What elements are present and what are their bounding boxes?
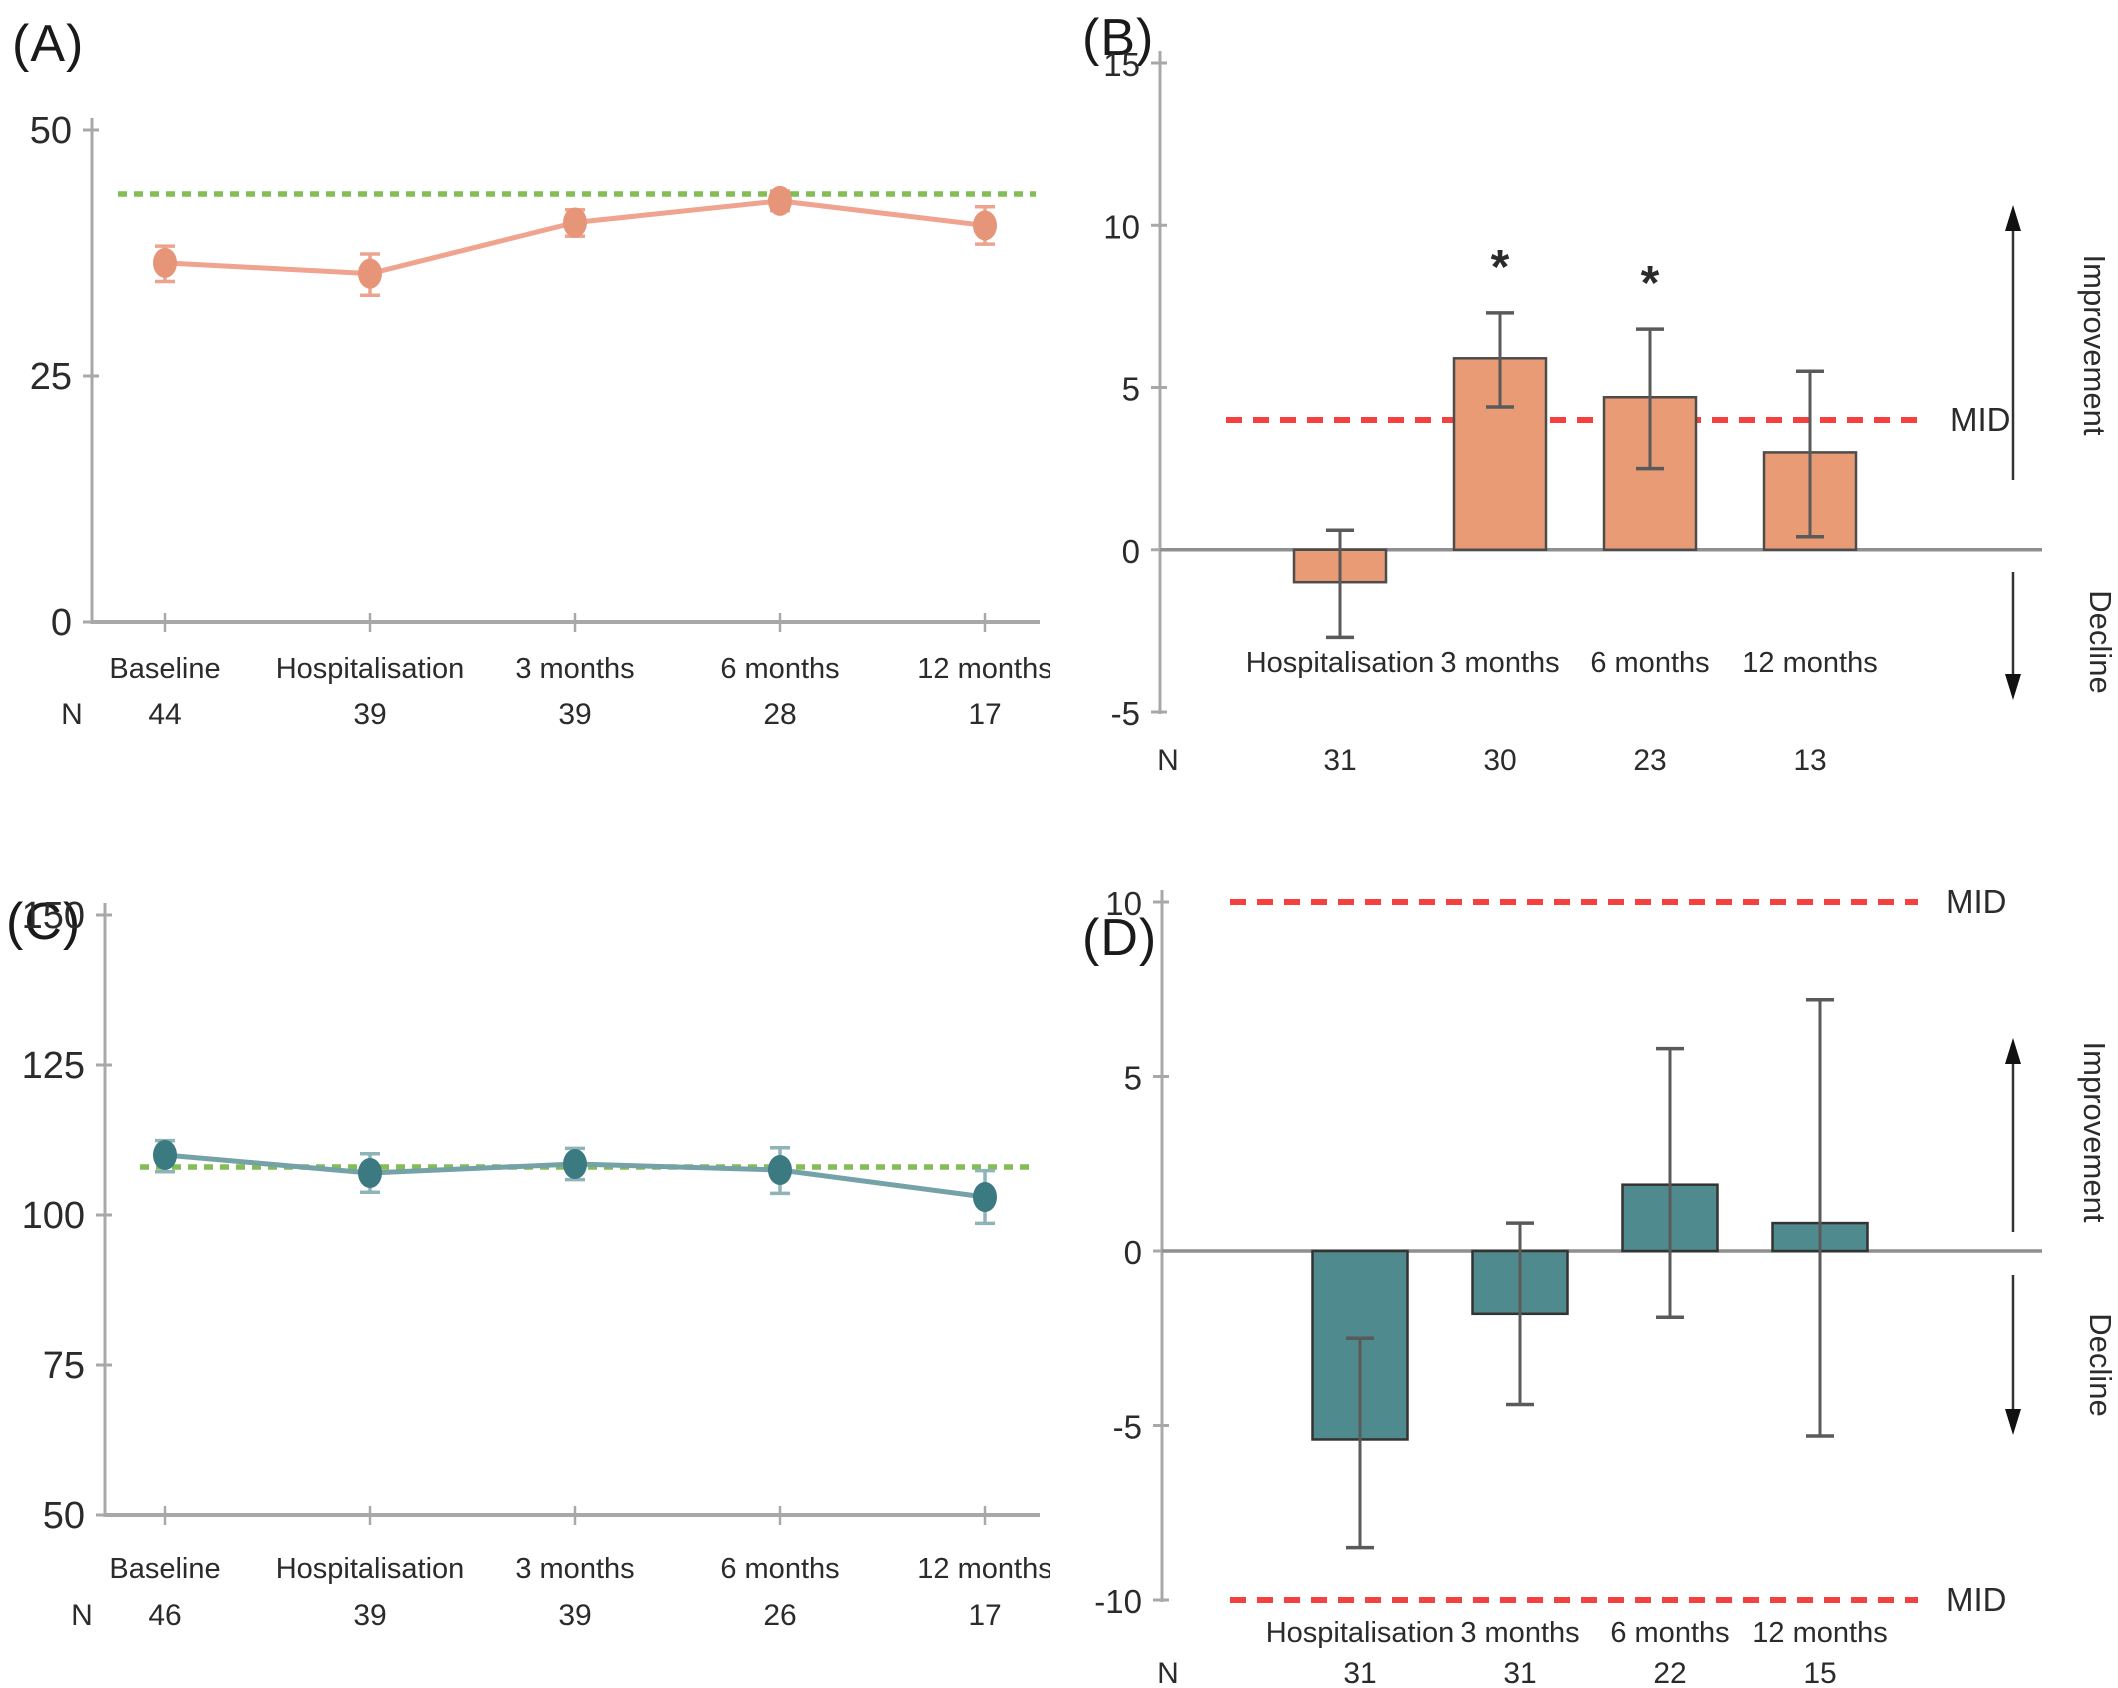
data-point-marker: [563, 1149, 587, 1179]
panel-a: (A) 0 25 50 Baseline Hospitalisation 3 months…: [0, 0, 1050, 780]
category-label: 3 months: [1440, 647, 1559, 679]
category-label: 12 months: [917, 653, 1050, 685]
category-label: 3 months: [515, 653, 634, 685]
y-tick-label: 0: [1124, 1234, 1142, 1271]
category-label: 12 months: [1742, 647, 1877, 679]
data-point-marker: [358, 258, 382, 289]
mid-line-label: MID: [1946, 883, 2007, 920]
category-label: Hospitalisation: [276, 653, 465, 685]
category-label: 12 months: [917, 1553, 1050, 1585]
decline-label: Decline: [2083, 1313, 2118, 1416]
n-value: 30: [1483, 744, 1516, 777]
n-value: 28: [763, 698, 796, 731]
category-label: Baseline: [109, 1553, 220, 1585]
n-value: 13: [1793, 744, 1826, 777]
y-tick-label: 50: [30, 110, 72, 152]
category-label: Hospitalisation: [276, 1553, 465, 1585]
y-tick-label: 10: [1105, 885, 1142, 922]
panel-d-label: (D): [1082, 909, 1158, 967]
category-label: 3 months: [1460, 1617, 1579, 1649]
mid-line-label: MID: [1950, 401, 2011, 438]
n-row-label: N: [61, 698, 83, 731]
panel-a-chart: 0 25 50 Baseline Hospitalisation 3 months 6 mo…: [30, 110, 1050, 731]
category-label: Hospitalisation: [1266, 1617, 1455, 1649]
panel-c-label: (C): [6, 893, 82, 951]
y-tick-label: 5: [1122, 371, 1140, 408]
panel-b: (B) -5 0 5 10 15 MID * * Hospitalisation 3 months…: [1050, 0, 2118, 780]
panel-c-chart: 50 75 100 125 150 Baseline Hospitalisation 3 mo…: [22, 895, 1050, 1632]
y-tick-label: 100: [22, 1195, 85, 1237]
mid-line-label: MID: [1946, 1581, 2007, 1618]
category-label: 6 months: [1610, 1617, 1729, 1649]
improvement-arrowhead: [2005, 205, 2021, 231]
data-point-marker: [153, 247, 177, 278]
decline-arrowhead: [2005, 674, 2021, 700]
decline-arrowhead: [2005, 1409, 2021, 1435]
n-row-label: N: [1157, 1657, 1179, 1688]
category-label: 12 months: [1752, 1617, 1887, 1649]
improvement-label: Improvement: [2077, 255, 2112, 436]
category-label: 6 months: [720, 1553, 839, 1585]
data-point-marker: [973, 210, 997, 241]
y-tick-label: 50: [43, 1495, 85, 1537]
n-value: 26: [763, 1599, 796, 1632]
n-value: 39: [353, 1599, 386, 1632]
improvement-label: Improvement: [2077, 1042, 2112, 1223]
data-point-marker: [768, 185, 792, 216]
y-tick-label: 10: [1103, 208, 1140, 245]
n-row-label: N: [1157, 744, 1179, 777]
panel-c: (C) 50 75 100 125 150 Baseline Hospitalisation…: [0, 780, 1050, 1688]
category-label: 3 months: [515, 1553, 634, 1585]
data-point-marker: [358, 1158, 382, 1188]
decline-label: Decline: [2083, 590, 2118, 693]
data-point-marker: [768, 1155, 792, 1185]
n-value: 23: [1633, 744, 1666, 777]
y-tick-label: 125: [22, 1045, 85, 1087]
significance-star: *: [1641, 257, 1660, 310]
category-label: 6 months: [1590, 647, 1709, 679]
n-value: 31: [1323, 744, 1356, 777]
n-value: 39: [558, 1599, 591, 1632]
y-tick-label: -10: [1094, 1583, 1142, 1620]
y-tick-label: 5: [1124, 1060, 1142, 1097]
panel-a-label: (A): [12, 15, 85, 73]
n-value: 17: [968, 698, 1001, 731]
n-row-label: N: [71, 1599, 93, 1632]
n-value: 31: [1343, 1657, 1376, 1688]
panel-d: (D) -10 -5 0 5 10 MID MID Hospitalisation 3 mont…: [1050, 780, 2118, 1688]
panel-b-chart: -5 0 5 10 15 MID * * Hospitalisation 3 months 6 mo…: [1103, 46, 2118, 777]
y-tick-label: -5: [1113, 1409, 1142, 1446]
y-tick-label: 75: [43, 1345, 85, 1387]
data-point-marker: [153, 1140, 177, 1170]
category-label: Hospitalisation: [1246, 647, 1435, 679]
n-value: 17: [968, 1599, 1001, 1632]
category-label: Baseline: [109, 653, 220, 685]
n-value: 15: [1803, 1657, 1836, 1688]
data-point-marker: [973, 1182, 997, 1212]
n-value: 22: [1653, 1657, 1686, 1688]
n-value: 39: [353, 698, 386, 731]
n-value: 46: [148, 1599, 181, 1632]
y-tick-label: 25: [30, 356, 72, 398]
y-tick-label: 15: [1103, 46, 1140, 83]
improvement-arrowhead: [2005, 1038, 2021, 1064]
y-tick-label: 0: [1122, 533, 1140, 570]
y-tick-label: 0: [51, 602, 72, 644]
panel-d-chart: -10 -5 0 5 10 MID MID Hospitalisation 3 months 6 …: [1094, 883, 2118, 1688]
n-value: 31: [1503, 1657, 1536, 1688]
y-tick-label: 150: [22, 895, 85, 937]
data-point-marker: [563, 207, 587, 238]
category-label: 6 months: [720, 653, 839, 685]
n-value: 39: [558, 698, 591, 731]
significance-star: *: [1491, 241, 1510, 294]
panel-b-label: (B): [1082, 9, 1155, 67]
y-tick-label: -5: [1111, 695, 1140, 732]
n-value: 44: [148, 698, 181, 731]
